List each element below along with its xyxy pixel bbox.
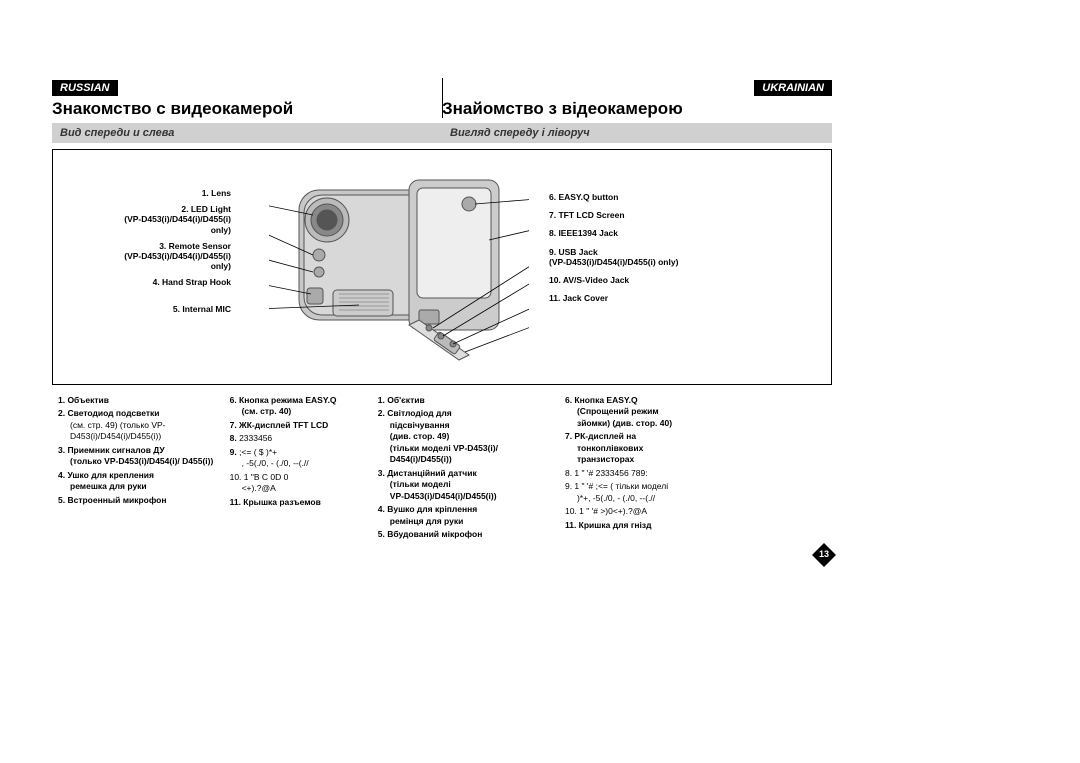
diagram-left-labels: 1. Lens 2. LED Light (VP-D453(i)/D454(i)… [59,188,231,320]
uk-item-2: 2. Світлодіод дляпідсвічування(див. стор… [378,408,553,465]
manual-page: RUSSIAN Знакомство с видеокамерой UKRAIN… [52,78,832,543]
uk-item-6: 6. Кнопка EASY.Q(Спрощений режимзйомки) … [565,395,725,429]
ukrainian-header: UKRAINIAN Знайомство з відеокамерою [442,78,832,119]
ru-item-3: 3. Приемник сигналов ДУ(только VP-D453(i… [58,445,218,468]
russian-subtitle: Вид спереди и слева [52,127,442,139]
uk-item-5: 5. Вбудований мікрофон [378,529,553,540]
ru-item-5: 5. Встроенный микрофон [58,495,218,506]
subheaders-row: Вид спереди и слева Вигляд спереду і лів… [52,123,832,143]
label-led-light: 2. LED Light (VP-D453(i)/D454(i)/D455(i)… [59,204,231,235]
label-lens: 1. Lens [59,188,231,198]
label-tft-lcd: 7. TFT LCD Screen [549,210,809,220]
label-hand-strap: 4. Hand Strap Hook [59,277,231,287]
page-number-badge: 13 [812,543,836,567]
ru-item-10: 10. 1 "B C 0D 0<+).?@A [230,472,366,495]
russian-badge: RUSSIAN [52,80,118,96]
label-internal-mic: 5. Internal MIC [59,304,231,314]
ru-item-7: 7. ЖК-дисплей TFT LCD [230,420,366,431]
uk-item-11: 11. Кришка для гнізд [565,520,725,531]
uk-item-10: 10. 1 " '# >)0<+).?@A [565,506,725,517]
ru-item-2: 2. Светодиод подсветки(см. стр. 49) (тол… [58,408,218,442]
russian-col-1: 1. Объектив 2. Светодиод подсветки(см. с… [52,395,224,543]
ru-item-9: 9. ;<= ( $ )*+, -5(./0, - (./0, --(.// [230,447,366,470]
uk-item-1: 1. Об'єктив [378,395,553,406]
ru-item-4: 4. Ушко для крепленияремешка для руки [58,470,218,493]
uk-item-7: 7. РК-дисплей натонкоплівковихтранзистор… [565,431,725,465]
ukrainian-col-1: 1. Об'єктив 2. Світлодіод дляпідсвічуван… [372,395,559,543]
ukrainian-title: Знайомство з відеокамерою [442,99,832,119]
russian-title: Знакомство с видеокамерой [52,99,442,119]
label-easyq: 6. EASY.Q button [549,192,809,202]
ru-item-11: 11. Крышка разъемов [230,497,366,508]
russian-header: RUSSIAN Знакомство с видеокамерой [52,78,442,119]
camcorder-illustration [269,160,529,376]
diagram-right-labels: 6. EASY.Q button 7. TFT LCD Screen 8. IE… [549,192,809,311]
label-usb-jack: 9. USB Jack (VP-D453(i)/D454(i)/D455(i) … [549,247,809,267]
label-jack-cover: 11. Jack Cover [549,293,809,303]
ru-item-1: 1. Объектив [58,395,218,406]
label-remote-sensor: 3. Remote Sensor (VP-D453(i)/D454(i)/D45… [59,241,231,272]
ru-item-8: 8. 2333456 [230,433,366,444]
ukrainian-badge: UKRAINIAN [754,80,832,96]
russian-col-2: 6. Кнопка режима EASY.Q(см. стр. 40) 7. … [224,395,372,543]
column-divider [442,78,443,118]
uk-item-4: 4. Вушко для кріпленняремінця для руки [378,504,553,527]
page-number: 13 [812,549,836,559]
uk-item-3: 3. Дистанційний датчик(тільки моделіVP-D… [378,468,553,502]
label-av-svideo: 10. AV/S-Video Jack [549,275,809,285]
diagram-box: 1. Lens 2. LED Light (VP-D453(i)/D454(i)… [52,149,832,385]
label-ieee1394: 8. IEEE1394 Jack [549,228,809,238]
ukrainian-subtitle: Вигляд спереду і ліворуч [442,127,832,139]
parts-columns: 1. Объектив 2. Светодиод подсветки(см. с… [52,395,832,543]
ukrainian-col-2: 6. Кнопка EASY.Q(Спрощений режимзйомки) … [559,395,731,543]
ru-item-6: 6. Кнопка режима EASY.Q(см. стр. 40) [230,395,366,418]
uk-item-9: 9. 1 " '# ;<= ( тільки моделі)*+, -5(./0… [565,481,725,504]
uk-item-8: 8. 1 " '# 2333456 789: [565,468,725,479]
